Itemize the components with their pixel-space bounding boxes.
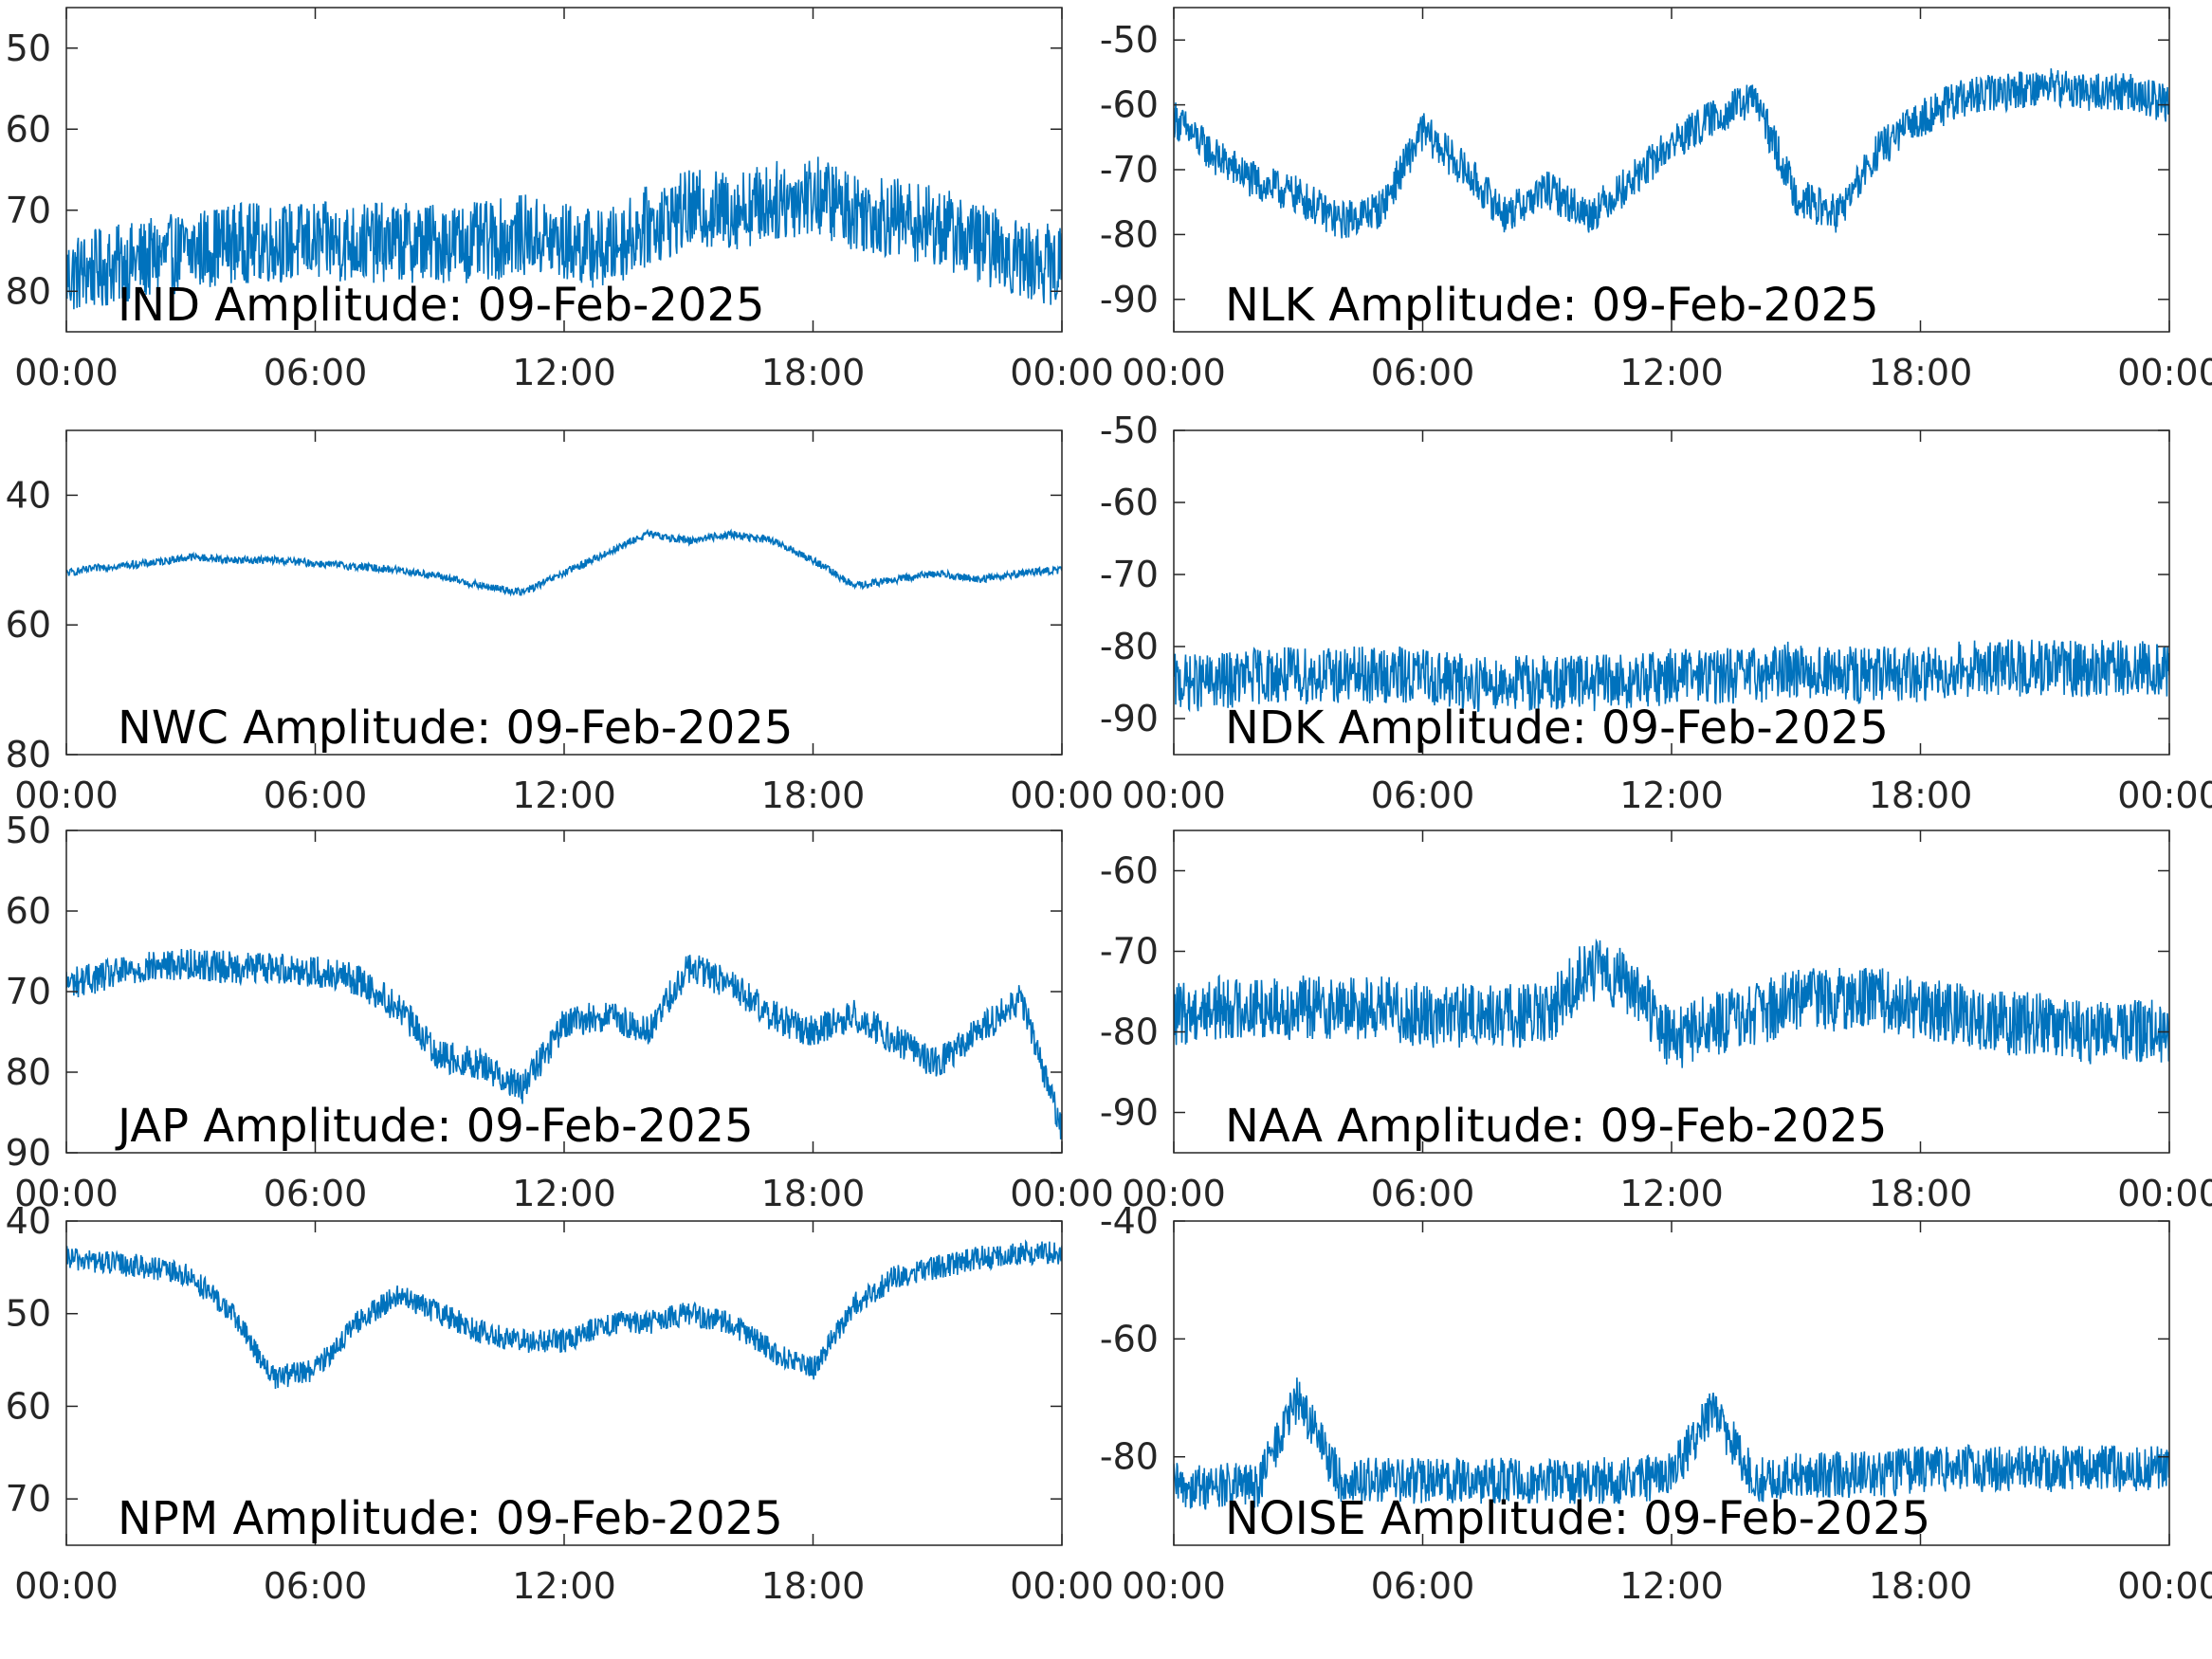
x-tick-label: 12:00 — [1619, 352, 1724, 393]
x-tick-label: 06:00 — [1371, 1173, 1475, 1214]
x-tick-label: 00:00 — [2117, 352, 2212, 393]
y-tick-label: -80 — [1100, 1012, 1159, 1053]
panel-8: 00:00 06:00 12:00 18:00 00:00 -40 -60 -80 NOISE … — [1100, 1200, 2212, 1607]
panel-title: JAP Amplitude: 09-Feb-2025 — [115, 1100, 754, 1153]
data-line — [1174, 68, 2169, 239]
y-tick-label: -70 — [1100, 554, 1159, 595]
x-tick-label: 18:00 — [761, 775, 866, 816]
x-tick-label: 18:00 — [1869, 775, 1973, 816]
panel-title: NDK Amplitude: 09-Feb-2025 — [1225, 702, 1889, 755]
y-tick-label: 40 — [6, 1200, 51, 1242]
panel-6: 00:00 06:00 12:00 18:00 00:00 -60 -70 -80 -90 NAA… — [1100, 830, 2212, 1214]
y-tick-label: 80 — [6, 734, 51, 775]
panel-4: 00:00 06:00 12:00 18:00 00:00 -50 -60 -70 -80 -90… — [1100, 410, 2212, 816]
x-tick-label: 06:00 — [1371, 775, 1475, 816]
x-tick-label: 00:00 — [14, 352, 119, 393]
x-tick-label: 00:00 — [1010, 1173, 1114, 1214]
panel-title: NPM Amplitude: 09-Feb-2025 — [118, 1492, 783, 1545]
x-tick-label: 06:00 — [1371, 352, 1475, 393]
x-tick-label: 00:00 — [14, 775, 119, 816]
y-tick-label: 50 — [6, 27, 51, 69]
x-tick-label: 00:00 — [1010, 775, 1114, 816]
x-tick-label: 18:00 — [761, 352, 866, 393]
y-tick-label: 70 — [6, 971, 51, 1012]
y-tick-label: 60 — [6, 108, 51, 150]
x-tick-label: 18:00 — [761, 1565, 866, 1607]
x-tick-label: 18:00 — [1869, 1565, 1973, 1607]
data-line — [66, 156, 1062, 310]
y-tick-label: -70 — [1100, 931, 1159, 973]
x-tick-label: 18:00 — [1869, 352, 1973, 393]
y-tick-label: -70 — [1100, 149, 1159, 191]
x-tick-label: 12:00 — [512, 1173, 616, 1214]
y-tick-label: 80 — [6, 1051, 51, 1093]
y-tick-label: -90 — [1100, 1092, 1159, 1134]
x-tick-label: 00:00 — [1010, 1565, 1114, 1607]
panel-title: NWC Amplitude: 09-Feb-2025 — [118, 702, 793, 755]
x-tick-label: 00:00 — [2117, 1565, 2212, 1607]
y-tick-label: -60 — [1100, 482, 1159, 523]
data-line — [66, 528, 1062, 597]
y-tick-label: 70 — [6, 1478, 51, 1520]
x-tick-label: 12:00 — [512, 775, 616, 816]
y-tick-label: 70 — [6, 190, 51, 231]
panel-title: NAA Amplitude: 09-Feb-2025 — [1225, 1100, 1887, 1153]
y-tick-label: -90 — [1100, 698, 1159, 739]
x-tick-label: 06:00 — [264, 1173, 368, 1214]
x-tick-label: 00:00 — [1122, 775, 1226, 816]
x-tick-label: 00:00 — [1122, 1173, 1226, 1214]
y-tick-label: -90 — [1100, 279, 1159, 320]
y-tick-label: 40 — [6, 474, 51, 516]
panel-title: NLK Amplitude: 09-Feb-2025 — [1225, 279, 1879, 332]
y-tick-label: -50 — [1100, 19, 1159, 61]
x-tick-label: 00:00 — [1010, 352, 1114, 393]
x-tick-label: 06:00 — [264, 775, 368, 816]
x-tick-label: 18:00 — [1869, 1173, 1973, 1214]
y-tick-label: -60 — [1100, 850, 1159, 892]
x-tick-label: 00:00 — [2117, 1173, 2212, 1214]
y-tick-label: -80 — [1100, 626, 1159, 667]
panel-7: 00:00 06:00 12:00 18:00 00:00 40 50 60 70 NPM Amp… — [6, 1200, 1114, 1607]
data-line — [1174, 938, 2169, 1068]
data-line — [66, 948, 1062, 1139]
x-tick-label: 18:00 — [761, 1173, 866, 1214]
y-tick-label: 60 — [6, 1385, 51, 1427]
x-tick-label: 12:00 — [1619, 1173, 1724, 1214]
data-line — [66, 1239, 1062, 1390]
x-tick-label: 12:00 — [1619, 775, 1724, 816]
panel-title: IND Amplitude: 09-Feb-2025 — [118, 279, 765, 332]
y-tick-label: 60 — [6, 604, 51, 646]
panel-2: 00:00 06:00 12:00 18:00 00:00 -50 -60 -70 -80 -90… — [1100, 7, 2212, 393]
y-tick-label: 60 — [6, 890, 51, 932]
x-tick-label: 12:00 — [1619, 1565, 1724, 1607]
y-tick-label: -80 — [1100, 213, 1159, 255]
panel-title: NOISE Amplitude: 09-Feb-2025 — [1225, 1492, 1930, 1545]
y-tick-label: -40 — [1100, 1200, 1159, 1242]
y-tick-label: -50 — [1100, 410, 1159, 451]
x-tick-label: 06:00 — [1371, 1565, 1475, 1607]
data-line — [1174, 639, 2169, 713]
data-line — [1174, 1377, 2169, 1510]
y-tick-label: 80 — [6, 270, 51, 312]
x-tick-label: 06:00 — [264, 352, 368, 393]
panel-1: 00:00 06:00 12:00 18:00 00:00 50 60 70 80 IND Amp… — [6, 7, 1114, 393]
x-tick-label: 00:00 — [1122, 1565, 1226, 1607]
y-tick-label: 90 — [6, 1132, 51, 1174]
y-tick-label: -60 — [1100, 1318, 1159, 1359]
x-tick-label: 00:00 — [14, 1565, 119, 1607]
x-tick-label: 06:00 — [264, 1565, 368, 1607]
y-tick-label: 50 — [6, 1293, 51, 1335]
x-tick-label: 00:00 — [1122, 352, 1226, 393]
y-tick-label: -60 — [1100, 84, 1159, 126]
x-tick-label: 00:00 — [2117, 775, 2212, 816]
x-tick-label: 12:00 — [512, 352, 616, 393]
x-tick-label: 12:00 — [512, 1565, 616, 1607]
y-tick-label: 50 — [6, 810, 51, 851]
y-tick-label: -80 — [1100, 1436, 1159, 1478]
panel-3: 00:00 06:00 12:00 18:00 00:00 40 60 80 NWC Ampli… — [6, 429, 1114, 816]
x-tick-label: 00:00 — [14, 1173, 119, 1214]
panel-5: 00:00 06:00 12:00 18:00 00:00 50 60 70 80 90 JAP A… — [6, 810, 1114, 1214]
